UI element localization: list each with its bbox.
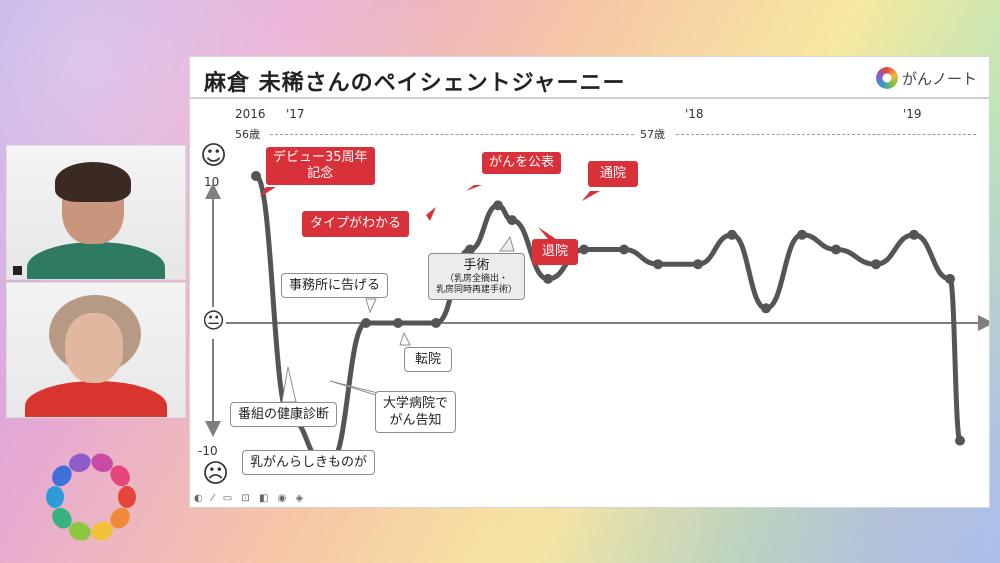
speaker-1-hair [55, 162, 131, 202]
journey-point-10 [543, 273, 553, 284]
journey-point-22 [955, 435, 965, 446]
presentation-controls[interactable]: ◐ ⁄ ▭ ⊡ ◧ ◉ ◈ [194, 493, 307, 504]
mic-icon [13, 266, 22, 275]
event-health-check: 番組の健康診断 [230, 402, 338, 427]
journey-point-15 [727, 229, 737, 240]
journey-point-18 [831, 244, 841, 255]
webcam-speaker-1 [6, 145, 186, 280]
journey-point-7 [465, 244, 475, 255]
pointer-office [365, 298, 377, 314]
logo-petal [52, 465, 72, 487]
journey-point-21 [945, 273, 955, 284]
journey-point-9 [507, 215, 517, 226]
speaker-2-head [65, 313, 123, 383]
year-label-19: '19 [903, 107, 922, 121]
event-debut-35th: デビュー35周年 記念 [266, 147, 375, 185]
journey-point-4 [361, 318, 371, 328]
event-cancer-public: がんを公表 [482, 152, 562, 174]
logo-petal [52, 507, 72, 529]
presentation-slide: 麻倉 未稀さんのペイシェントジャーニー がんノート 2016 '17 '18 '… [190, 57, 989, 507]
journey-point-16 [761, 303, 771, 314]
logo-petal [91, 522, 113, 541]
webcam-speaker-2 [6, 282, 186, 418]
age-line-left [270, 134, 634, 135]
year-label-18: '18 [685, 107, 704, 121]
y-axis-bottom-label: -10 [198, 444, 218, 458]
surgery-sub-2: 乳房同時再建手術） [436, 285, 518, 295]
event-type-known: タイプがわかる [302, 211, 410, 237]
pointer-tsuin [582, 191, 600, 201]
event-lump-found: 乳がんらしきものが [242, 450, 376, 475]
event-univ-diagnosis: 大学病院で がん告知 [375, 391, 457, 433]
journey-point-5 [393, 318, 403, 328]
pointer-debut [260, 187, 276, 197]
brand-ring-icon [875, 67, 898, 89]
surgery-sub-1: （乳房全摘出・ [445, 274, 509, 284]
speaker-1-shirt [27, 242, 165, 279]
gannote-logo-icon [46, 453, 136, 541]
age-label-56: 56歳 [235, 128, 260, 141]
sad-face-icon: ☹ [202, 459, 230, 489]
journey-point-8 [493, 200, 503, 211]
journey-point-12 [619, 244, 629, 255]
surgery-main: 手術 [463, 258, 490, 273]
journey-point-19 [871, 259, 881, 270]
journey-point-14 [693, 259, 703, 270]
happy-face-icon: ☺ [200, 141, 228, 171]
logo-petal [110, 465, 130, 487]
pointer-public [466, 185, 482, 191]
journey-point-11 [579, 244, 589, 255]
journey-point-0 [251, 171, 261, 181]
age-label-57: 57歳 [640, 128, 665, 141]
logo-petal [69, 522, 91, 541]
event-office-told: 事務所に告げる [281, 273, 389, 298]
journey-point-6 [431, 318, 441, 328]
event-tenin: 転院 [404, 347, 453, 372]
pointer-type [426, 207, 436, 221]
slide-title: 麻倉 未稀さんのペイシェントジャーニー [204, 71, 626, 96]
pointer-taiin [538, 227, 556, 239]
year-label-17: '17 [286, 107, 305, 121]
journey-point-20 [909, 229, 919, 240]
pointer-kenshin [281, 366, 297, 403]
pointer-surgery [499, 235, 515, 252]
logo-petal [110, 507, 130, 529]
neutral-face-icon: 😐 [202, 309, 225, 334]
logo-petal [91, 453, 113, 472]
speaker-2-shirt [25, 381, 167, 417]
logo-petal [46, 486, 64, 508]
journey-point-17 [797, 229, 807, 240]
title-divider [190, 97, 989, 99]
journey-point-13 [653, 259, 663, 270]
age-line-right [676, 134, 976, 135]
event-tsuin: 通院 [588, 161, 639, 187]
year-label-2016: 2016 [235, 107, 266, 121]
pointer-tenin [399, 331, 411, 346]
event-taiin: 退院 [532, 239, 579, 265]
event-surgery: 手術 （乳房全摘出・ 乳房同時再建手術） [428, 253, 526, 300]
brand-logo: がんノート [875, 67, 977, 89]
brand-name: がんノート [901, 69, 977, 88]
logo-petal [118, 486, 136, 508]
logo-petal [69, 453, 91, 472]
